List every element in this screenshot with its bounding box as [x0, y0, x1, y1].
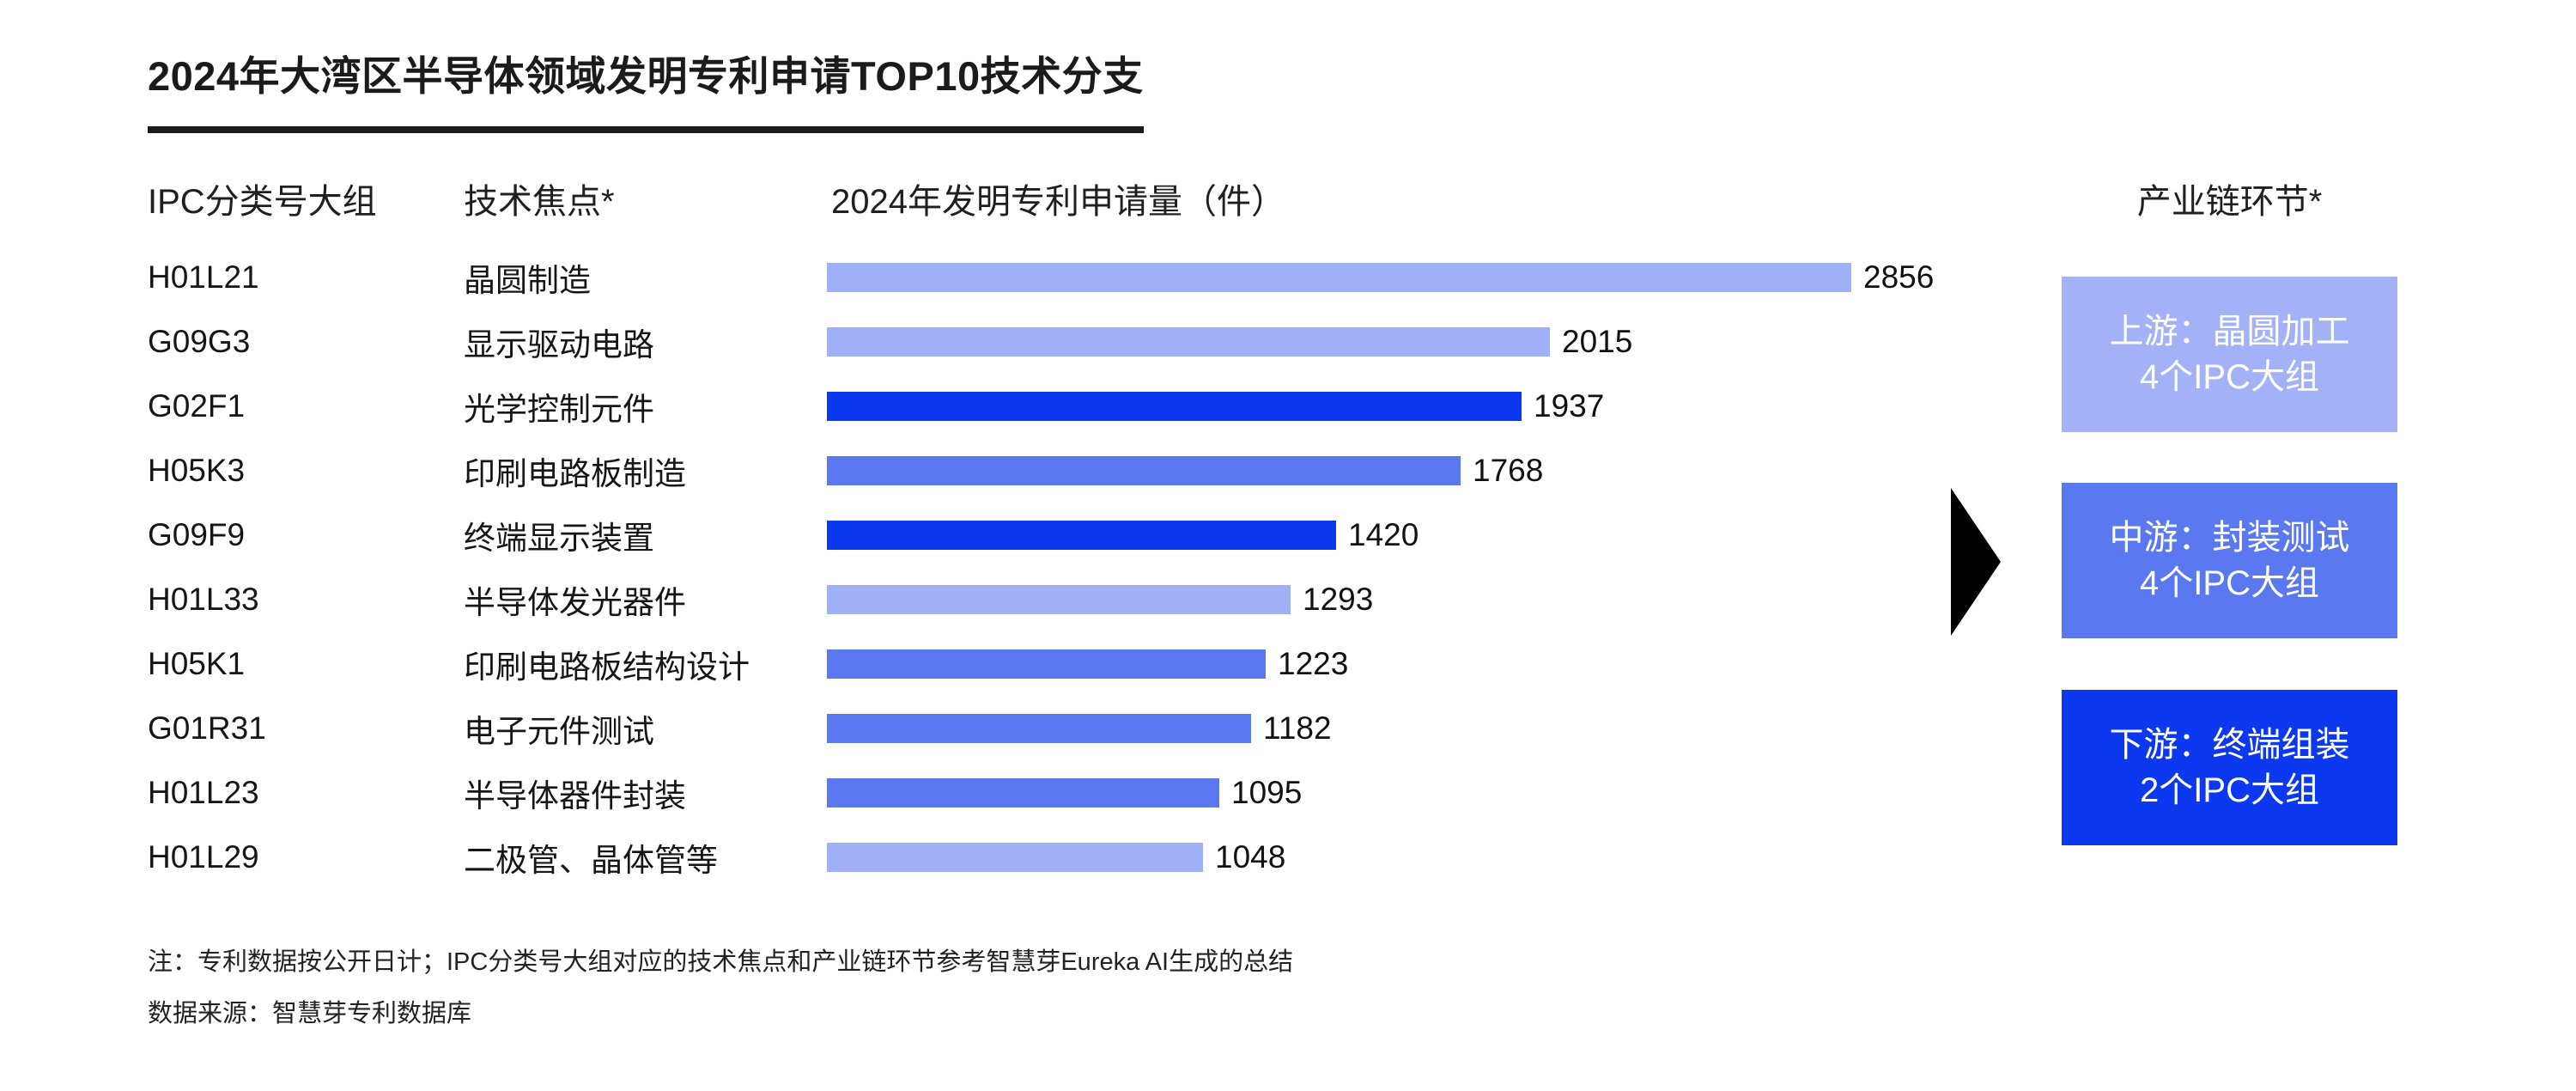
value-bar — [827, 391, 1522, 421]
value-bar — [827, 326, 1550, 357]
table-row: H05K1 印刷电路板结构设计 1223 — [0, 631, 2576, 696]
value-bar — [827, 455, 1461, 485]
tech-focus-label: 印刷电路板制造 — [464, 455, 686, 491]
data-source-note: 数据来源：智慧芽专利数据库 — [148, 1000, 472, 1027]
bar-chart: H01L21 晶圆制造 2856 G09G3 显示驱动电路 2015 G02F1… — [0, 245, 2576, 889]
table-row: H01L29 二极管、晶体管等 1048 — [0, 825, 2576, 889]
table-row: G09F9 终端显示装置 1420 — [0, 503, 2576, 567]
value-label: 1048 — [1215, 838, 1286, 875]
value-bar — [827, 520, 1336, 550]
chain-box-subtitle: 4个IPC大组 — [2140, 564, 2319, 602]
value-label: 1223 — [1278, 645, 1349, 681]
table-row: H05K3 印刷电路板制造 1768 — [0, 438, 2576, 503]
ipc-code: G02F1 — [148, 387, 246, 424]
ipc-code: G01R31 — [148, 710, 266, 746]
column-header-focus: 技术焦点* — [464, 183, 615, 221]
value-label: 2856 — [1863, 259, 1935, 295]
ipc-code: H01L23 — [148, 774, 259, 810]
chain-box-subtitle: 4个IPC大组 — [2140, 357, 2319, 396]
value-label: 1420 — [1348, 516, 1419, 552]
chain-box-subtitle: 2个IPC大组 — [2140, 771, 2319, 809]
page-title: 2024年大湾区半导体领域发明专利申请TOP10技术分支 — [148, 43, 1144, 133]
tech-focus-label: 终端显示装置 — [464, 520, 654, 556]
chain-box-midstream: 中游：封装测试 4个IPC大组 — [2062, 483, 2397, 638]
footnote: 注：专利数据按公开日计；IPC分类号大组对应的技术焦点和产业链环节参考智慧芽Eu… — [148, 948, 1294, 976]
table-row: H01L33 半导体发光器件 1293 — [0, 567, 2576, 631]
table-row: H01L23 半导体器件封装 1095 — [0, 760, 2576, 825]
tech-focus-label: 电子元件测试 — [464, 713, 654, 749]
ipc-code: H01L29 — [148, 838, 259, 875]
chain-box-upstream: 上游：晶圆加工 4个IPC大组 — [2062, 277, 2397, 432]
chain-box-downstream: 下游：终端组装 2个IPC大组 — [2062, 690, 2397, 845]
column-header-ipc: IPC分类号大组 — [148, 183, 377, 221]
chain-box-title: 下游：终端组装 — [2109, 725, 2350, 764]
column-header-amount: 2024年发明专利申请量（件） — [831, 183, 1285, 221]
tech-focus-label: 印刷电路板结构设计 — [464, 649, 750, 685]
right-arrow-icon — [1951, 488, 2001, 636]
column-header-chain: 产业链环节* — [2136, 183, 2323, 221]
value-bar — [827, 713, 1251, 743]
value-label: 1095 — [1231, 774, 1303, 810]
value-label: 1937 — [1534, 387, 1605, 424]
table-row: G09G3 显示驱动电路 2015 — [0, 309, 2576, 374]
tech-focus-label: 半导体器件封装 — [464, 777, 686, 814]
value-bar — [827, 584, 1291, 614]
ipc-code: H01L33 — [148, 581, 259, 617]
tech-focus-label: 晶圆制造 — [464, 262, 591, 298]
table-row: G02F1 光学控制元件 1937 — [0, 374, 2576, 438]
ipc-code: H05K1 — [148, 645, 246, 681]
value-bar — [827, 842, 1203, 872]
value-label: 1768 — [1473, 452, 1544, 488]
ipc-code: G09F9 — [148, 516, 246, 552]
value-label: 1182 — [1263, 710, 1332, 746]
ipc-code: H05K3 — [148, 452, 246, 488]
tech-focus-label: 半导体发光器件 — [464, 584, 686, 620]
chain-box-title: 中游：封装测试 — [2109, 518, 2350, 557]
tech-focus-label: 二极管、晶体管等 — [464, 842, 718, 878]
table-row: H01L21 晶圆制造 2856 — [0, 245, 2576, 309]
value-bar — [827, 649, 1266, 679]
ipc-code: G09G3 — [148, 323, 251, 359]
value-bar — [827, 262, 1851, 292]
tech-focus-label: 显示驱动电路 — [464, 326, 654, 363]
table-row: G01R31 电子元件测试 1182 — [0, 696, 2576, 760]
value-bar — [827, 777, 1219, 808]
ipc-code: H01L21 — [148, 259, 259, 295]
value-label: 2015 — [1562, 323, 1633, 359]
chain-box-title: 上游：晶圆加工 — [2109, 312, 2350, 350]
tech-focus-label: 光学控制元件 — [464, 391, 654, 427]
value-label: 1293 — [1303, 581, 1374, 617]
